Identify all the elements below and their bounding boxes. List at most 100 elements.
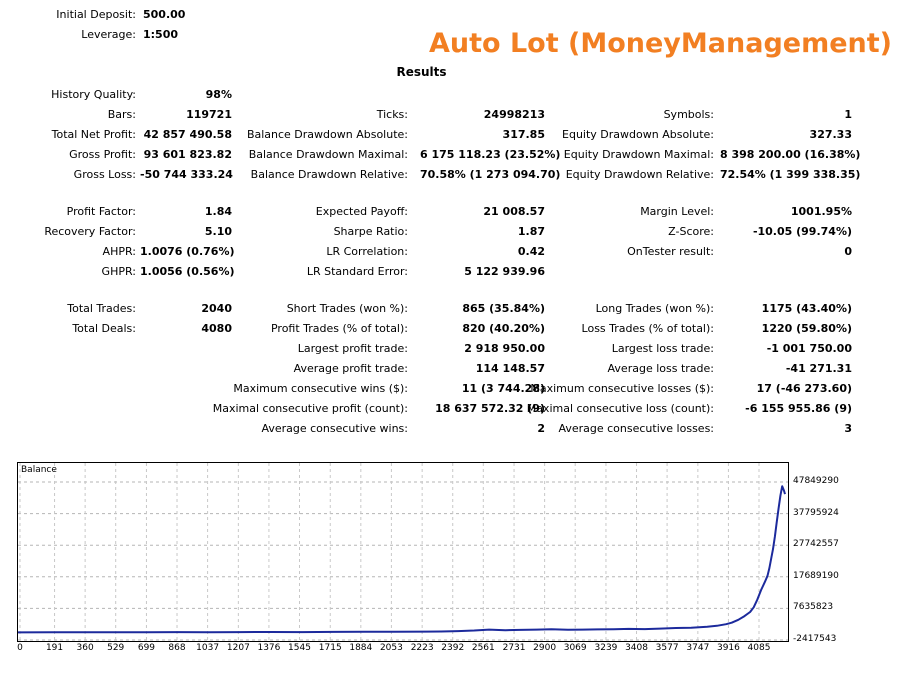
leverage-value: 1:500 [143, 28, 179, 41]
stat-label: LR Standard Error: [306, 265, 408, 278]
stat-label: Profit Factor: [66, 205, 136, 218]
y-tick-label: -2417543 [793, 634, 837, 644]
stat-value: 72.54% (1 399 338.35) [720, 168, 861, 181]
x-tick-label: 2731 [502, 643, 526, 653]
stat-value: 1.84 [204, 205, 232, 218]
stat-label: Loss Trades (% of total): [581, 322, 714, 335]
history-quality-value: 98% [205, 88, 232, 101]
x-tick-label: 1884 [349, 643, 373, 653]
stat-value: 0.42 [517, 245, 545, 258]
stat-label: GHPR: [101, 265, 136, 278]
y-tick-label: 37795924 [793, 507, 839, 518]
stat-value: 5 122 939.96 [464, 265, 545, 278]
stat-value: 1.0056 (0.56%) [140, 265, 235, 278]
stat-label: Maximal consecutive loss (count): [526, 402, 714, 415]
y-tick-label: 27742557 [793, 539, 839, 550]
stat-label: Average loss trade: [607, 362, 714, 375]
y-tick-label: 47849290 [793, 476, 839, 486]
stat-label: Maximum consecutive losses ($): [530, 382, 714, 395]
stat-label: Ticks: [376, 108, 408, 121]
x-tick-label: 3577 [655, 643, 679, 653]
x-tick-label: 699 [137, 643, 156, 653]
stat-value: 1.87 [517, 225, 545, 238]
stat-label: Equity Drawdown Absolute: [562, 128, 714, 141]
stat-value: 1.0076 (0.76%) [140, 245, 235, 258]
y-tick-label: 17689190 [793, 570, 839, 581]
x-tick-label: 4085 [747, 643, 771, 653]
stat-label: Balance Drawdown Relative: [250, 168, 408, 181]
stat-label: Equity Drawdown Relative: [565, 168, 714, 181]
x-tick-label: 3239 [594, 643, 618, 653]
stat-label: Margin Level: [640, 205, 714, 218]
stat-value: 119721 [186, 108, 232, 121]
balance-chart: Balance [17, 462, 789, 642]
stat-value: 1001.95% [790, 205, 852, 218]
stat-value: 2040 [201, 302, 232, 315]
stat-value: 2 918 950.00 [464, 342, 545, 355]
x-tick-label: 2561 [471, 643, 495, 653]
stat-label: Largest profit trade: [297, 342, 408, 355]
stat-value: 21 008.57 [483, 205, 545, 218]
stat-value: 5.10 [204, 225, 232, 238]
stat-label: Recovery Factor: [44, 225, 136, 238]
x-tick-label: 360 [76, 643, 94, 653]
stat-value: 70.58% (1 273 094.70) [420, 168, 561, 181]
x-tick-label: 3408 [625, 643, 648, 653]
stat-value: -10.05 (99.74%) [752, 225, 852, 238]
x-tick-label: 191 [45, 643, 64, 653]
stat-label: Expected Payoff: [315, 205, 408, 218]
stat-value: 1 [844, 108, 852, 121]
banner-title: Auto Lot (MoneyManagement) [428, 28, 892, 59]
stat-label: Equity Drawdown Maximal: [563, 148, 714, 161]
x-tick-label: 2392 [441, 643, 465, 653]
leverage-label: Leverage: [81, 28, 136, 41]
x-tick-label: 1715 [318, 643, 342, 653]
stat-value: 865 (35.84%) [462, 302, 545, 315]
x-tick-label: 2223 [410, 643, 434, 653]
stat-label: Average consecutive losses: [558, 422, 714, 435]
stat-value: 3 [844, 422, 852, 435]
stat-label: Long Trades (won %): [595, 302, 714, 315]
x-tick-label: 2900 [533, 643, 557, 653]
stat-label: Gross Loss: [73, 168, 136, 181]
x-tick-label: 3747 [686, 643, 710, 653]
stat-label: OnTester result: [627, 245, 714, 258]
chart-title: Balance [21, 465, 57, 475]
stat-value: 317.85 [502, 128, 545, 141]
stat-value: -1 001 750.00 [766, 342, 852, 355]
stat-label: Bars: [107, 108, 136, 121]
y-tick-label: 7635823 [793, 602, 834, 613]
stat-label: Profit Trades (% of total): [270, 322, 408, 335]
stat-value: 6 175 118.23 (23.52%) [420, 148, 561, 161]
stat-value: 114 148.57 [475, 362, 545, 375]
balance-series-line [18, 485, 786, 634]
x-tick-label: 529 [107, 643, 125, 653]
x-tick-label: 1207 [226, 643, 250, 653]
stat-label: Total Deals: [72, 322, 136, 335]
x-tick-label: 3916 [716, 643, 740, 653]
initial-deposit-label: Initial Deposit: [56, 8, 136, 21]
stat-value: 1220 (59.80%) [761, 322, 852, 335]
stat-label: Total Trades: [67, 302, 136, 315]
stat-value: 11 (3 744.28) [461, 382, 545, 395]
stat-label: Total Net Profit: [51, 128, 136, 141]
stat-value: 2 [537, 422, 545, 435]
stat-value: 24998213 [483, 108, 545, 121]
x-tick-label: 0 [17, 643, 23, 653]
stat-label: Balance Drawdown Absolute: [246, 128, 408, 141]
stat-label: Short Trades (won %): [286, 302, 408, 315]
initial-deposit-value: 500.00 [143, 8, 186, 21]
stat-label: Gross Profit: [69, 148, 136, 161]
stat-label: Largest loss trade: [611, 342, 714, 355]
stat-label: Sharpe Ratio: [333, 225, 408, 238]
stat-value: 1175 (43.40%) [761, 302, 852, 315]
stat-value: 18 637 572.32 (9) [435, 402, 545, 415]
stat-label: Maximum consecutive wins ($): [233, 382, 408, 395]
history-quality-label: History Quality: [51, 88, 136, 101]
stat-value: -6 155 955.86 (9) [745, 402, 852, 415]
stat-label: Average profit trade: [293, 362, 408, 375]
x-tick-label: 1037 [196, 643, 220, 653]
stat-value: 820 (40.20%) [462, 322, 545, 335]
stat-label: Balance Drawdown Maximal: [248, 148, 408, 161]
results-title: Results [396, 65, 447, 79]
